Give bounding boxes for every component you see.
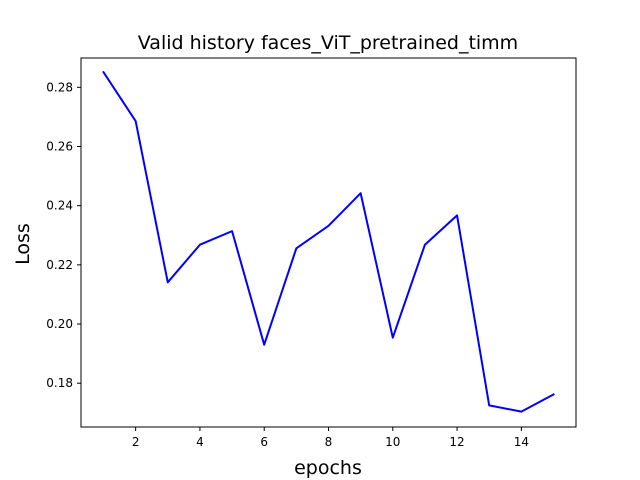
chart-title: Valid history faces_ViT_pretrained_timm bbox=[138, 32, 518, 54]
y-axis-label: Loss bbox=[12, 223, 34, 265]
x-tick-label: 8 bbox=[325, 435, 333, 449]
x-axis-label: epochs bbox=[294, 457, 362, 479]
y-tick-label: 0.24 bbox=[46, 199, 73, 213]
x-tick-label: 2 bbox=[132, 435, 140, 449]
y-tick-label: 0.20 bbox=[46, 317, 73, 331]
x-tick-label: 10 bbox=[385, 435, 400, 449]
y-tick-label: 0.28 bbox=[46, 80, 73, 94]
x-tick-label: 6 bbox=[260, 435, 268, 449]
x-tick-label: 14 bbox=[514, 435, 529, 449]
x-tick-label: 4 bbox=[196, 435, 204, 449]
y-tick-label: 0.26 bbox=[46, 139, 73, 153]
series-line-1 bbox=[102, 70, 555, 413]
y-tick-label: 0.18 bbox=[46, 376, 73, 390]
plot-area: 2 4 6 8 10 12 14 0.18 0.20 0.22 0.24 0.26 0.28 bbox=[46, 57, 577, 449]
x-tick-label: 12 bbox=[449, 435, 464, 449]
y-tick-label: 0.22 bbox=[46, 258, 73, 272]
